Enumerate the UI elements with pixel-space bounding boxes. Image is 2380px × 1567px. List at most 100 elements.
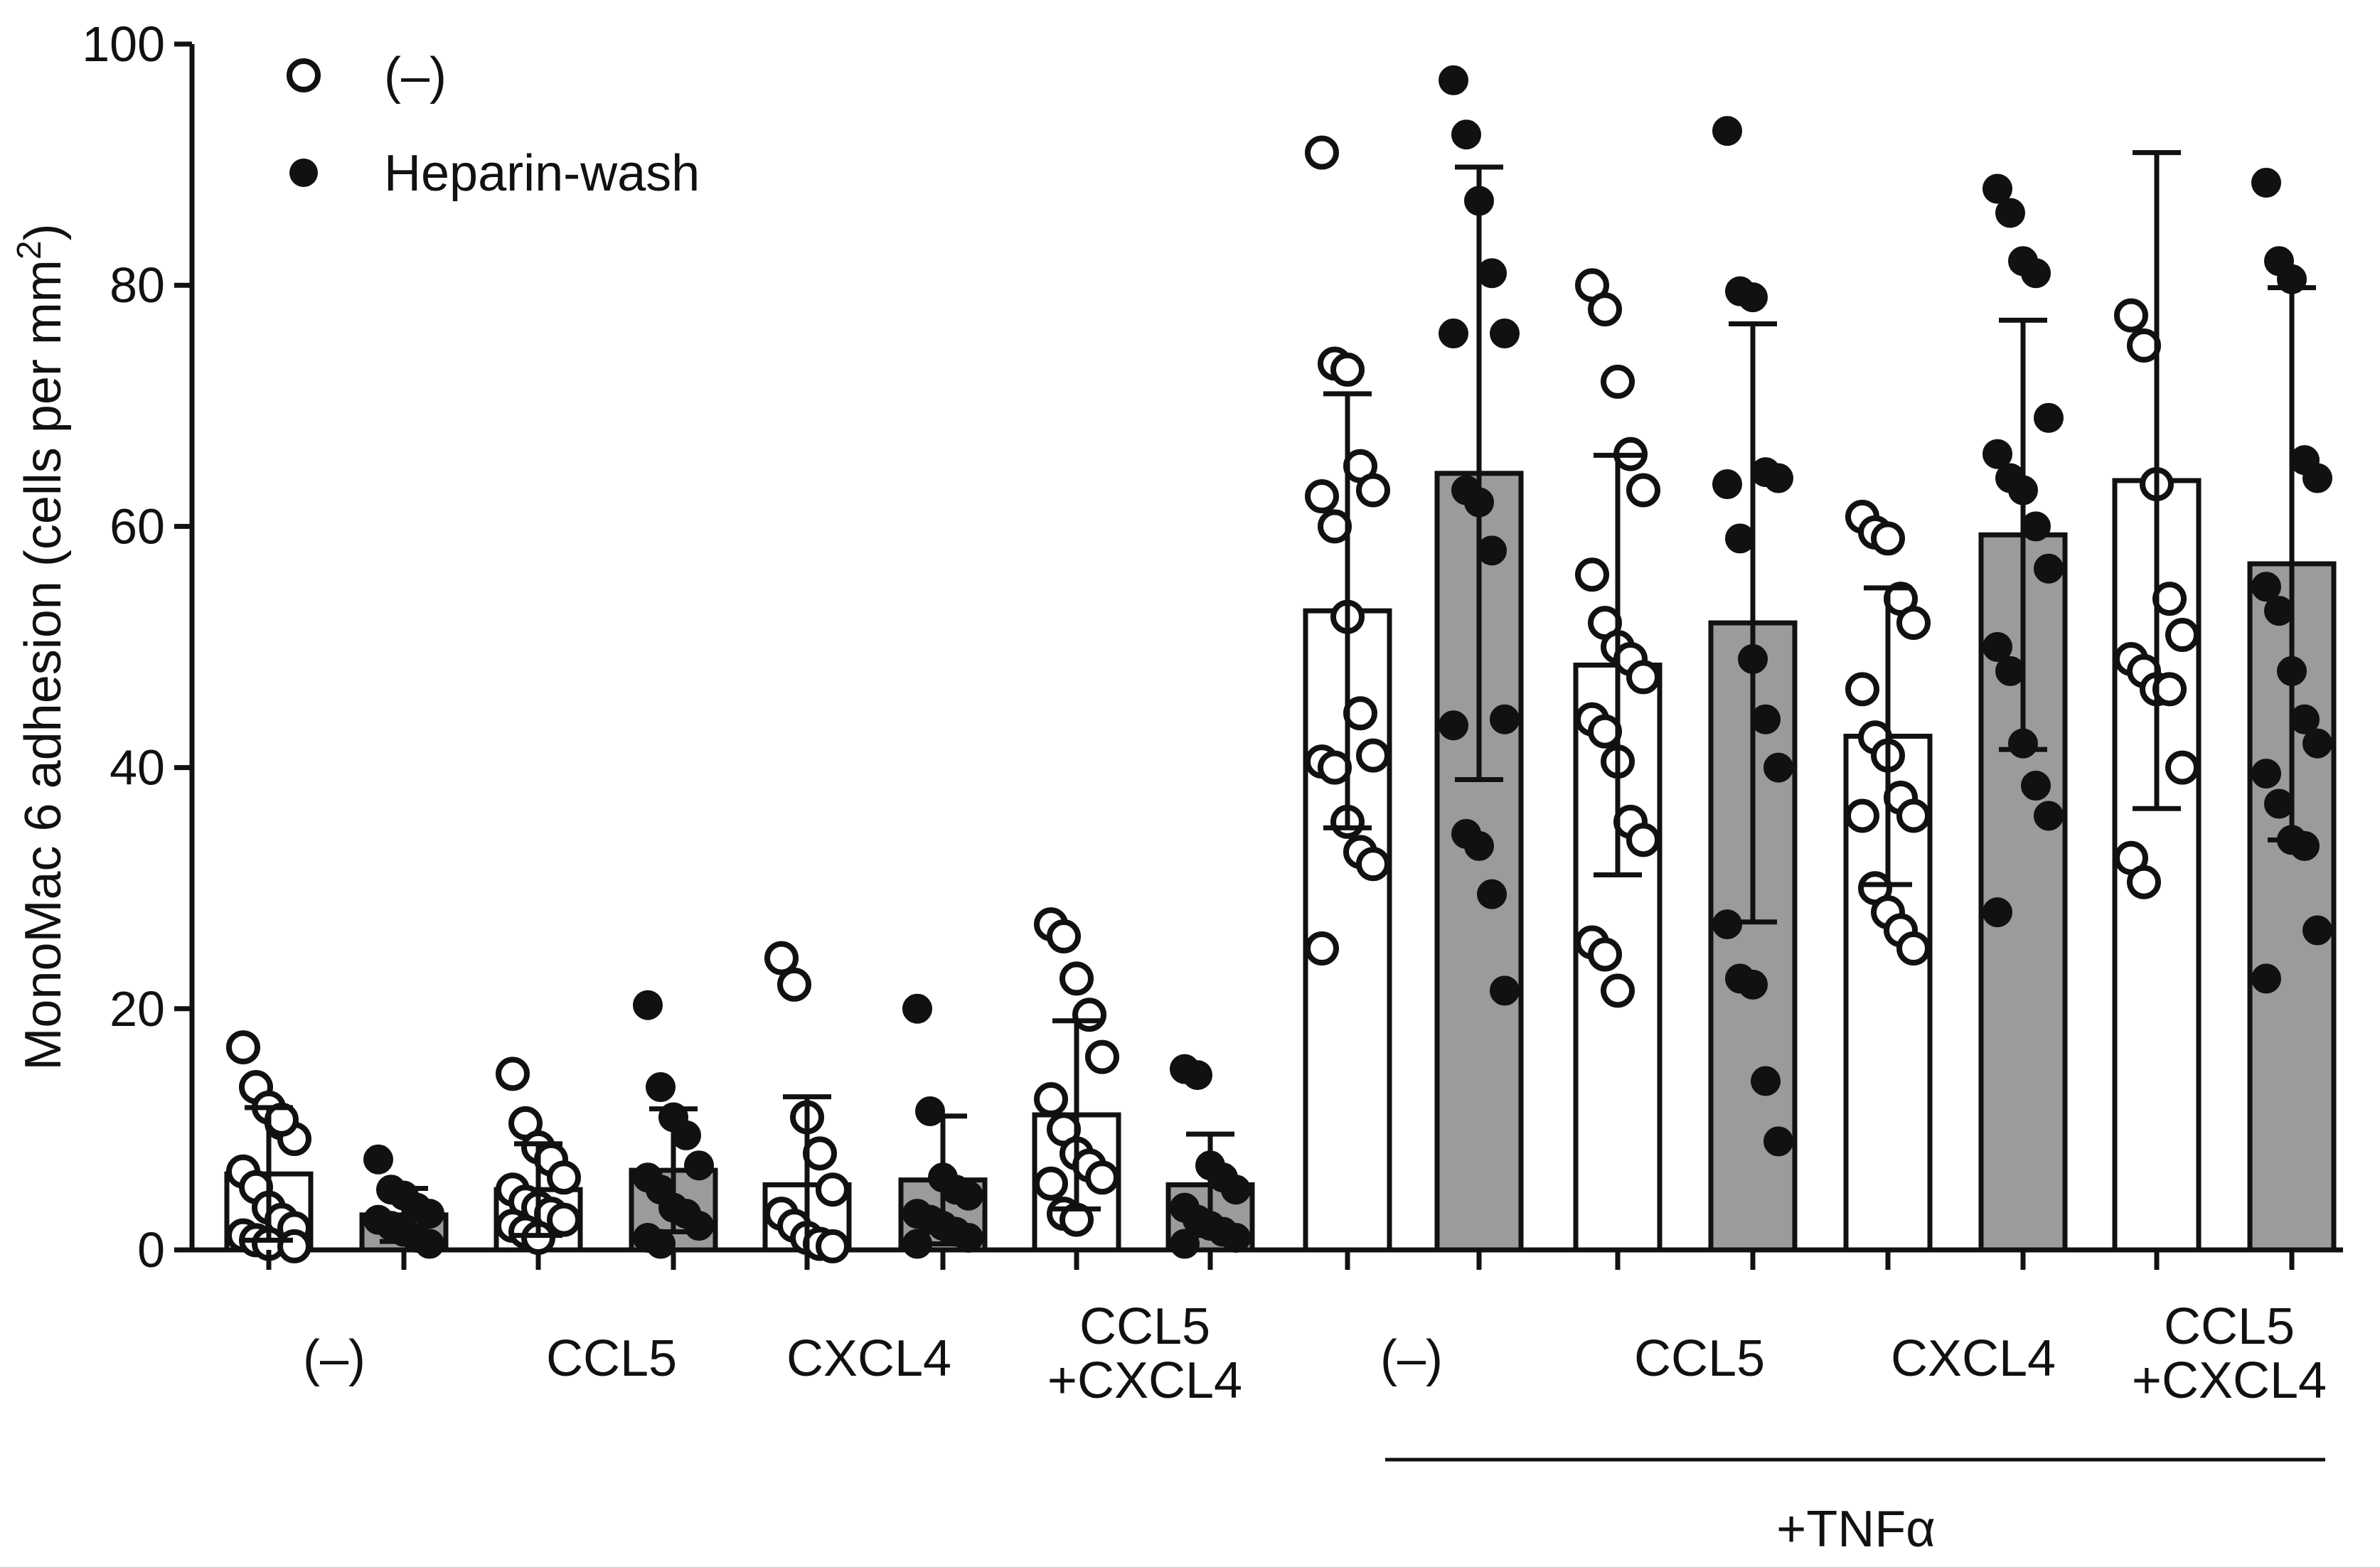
data-point [1751,704,1781,734]
data-point [1983,439,2012,469]
data-point [1439,65,1468,95]
data-point [1712,469,1742,500]
data-point [2302,463,2332,493]
x-tick-label: (–) [303,1330,365,1387]
data-point [816,1229,850,1263]
data-point [1451,119,1481,150]
data-point [2034,553,2064,584]
data-point [1995,656,2025,686]
data-point [226,1030,260,1065]
data-point [1343,696,1377,731]
data-point [1356,473,1390,508]
legend-marker [287,58,321,92]
data-point [1601,973,1635,1008]
y-tick-label: 0 [137,1222,165,1278]
data-point [1763,752,1793,783]
data-point [2165,750,2199,785]
data-point [1085,1160,1119,1195]
data-point [1318,750,1352,785]
data-point [1751,1066,1781,1096]
legend-label: (–) [384,48,447,105]
data-point [2165,618,2199,653]
data-point [1330,352,1365,387]
data-point [2021,258,2051,289]
x-tick-label: CCL5 [1079,1298,1210,1355]
data-point [1477,879,1507,909]
data-point [1626,473,1660,508]
data-point [803,1136,837,1171]
data-point [2152,672,2187,707]
data-point [2114,298,2148,333]
error-bars [245,150,2316,1250]
data-point [1588,292,1622,327]
data-point [1072,998,1106,1032]
data-point [363,1144,393,1175]
data-point [1763,463,1793,493]
tnf-bracket: +TNFα [1385,1458,2325,1558]
data-point [547,1160,581,1195]
data-point [2127,865,2161,899]
data-point [2264,788,2294,819]
data-point [496,1057,530,1091]
data-point [1305,135,1339,170]
data-point [1356,847,1390,882]
y-tick-label: 80 [110,257,165,313]
data-point [1588,714,1622,749]
data-point [1356,738,1390,773]
legend: (–) Heparin-wash [287,48,700,202]
data-point [1601,364,1635,399]
data-point [1464,830,1494,861]
data-point [684,1150,714,1181]
data-point [277,1229,311,1263]
data-point [2264,596,2294,626]
data-point [1896,798,1931,833]
data-point [1439,319,1468,349]
data-point [1490,704,1520,734]
data-point [1575,557,1609,592]
y-tick-label: 40 [110,740,165,796]
x-tick-label: CCL5 [2164,1298,2295,1355]
y-tick-label: 60 [110,498,165,554]
data-point [1477,258,1507,289]
x-tick-label: CCL5 [1634,1330,1765,1387]
data-point [1871,521,1905,556]
data-point [1034,1166,1068,1201]
data-point [646,1072,676,1103]
data-point [633,990,663,1020]
data-point [2251,759,2281,789]
data-point [2251,168,2281,198]
data-points [226,65,2332,1263]
data-point [954,1180,983,1211]
data-point [1305,479,1339,513]
data-point [1896,606,1931,641]
data-point [1318,509,1352,544]
data-point [902,993,932,1024]
data-point [415,1199,444,1229]
x-tick-label: +CXCL4 [1047,1352,1242,1409]
data-point [684,1211,714,1241]
data-point [1896,931,1931,966]
data-point [547,1202,581,1237]
y-axis-label-close: ) [15,223,72,240]
data-point [2302,915,2332,946]
data-point [2290,830,2320,861]
legend-label: Heparin-wash [384,145,700,202]
data-point [1983,173,2012,204]
x-tick-label: +CXCL4 [2132,1352,2327,1409]
data-point [954,1223,983,1253]
data-point [1085,1039,1119,1074]
data-point [764,941,799,975]
data-point [2127,328,2161,363]
data-point [1626,660,1660,695]
legend-marker [289,159,318,187]
data-point [671,1120,701,1150]
data-point [915,1096,945,1126]
data-point [2152,582,2187,616]
data-point [2021,511,2051,542]
y-tick-label: 100 [82,16,165,72]
data-point [1183,1060,1212,1091]
data-point [1490,975,1520,1006]
y-ticks: 0 20 40 60 80 100 [82,16,192,1278]
